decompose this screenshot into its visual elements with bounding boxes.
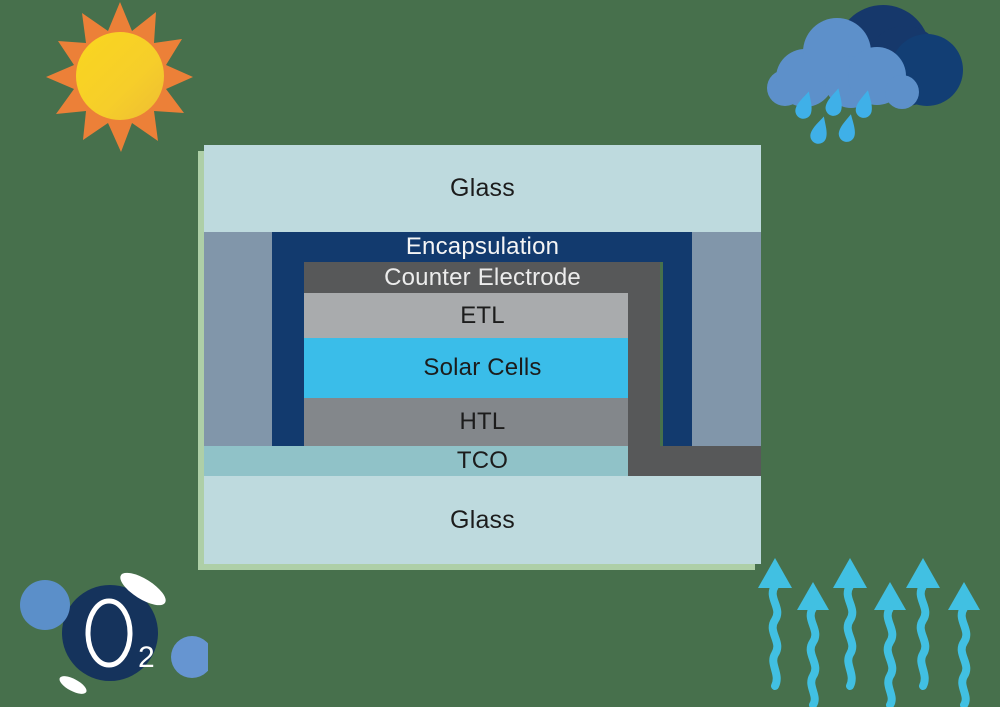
sun-icon xyxy=(46,2,193,152)
encapsulation-frame-left xyxy=(272,232,304,446)
evaporation-arrows-icon xyxy=(758,558,980,707)
layer-glass-top xyxy=(204,145,761,232)
o2-highlight-top xyxy=(120,572,166,606)
rain-drop xyxy=(825,88,842,116)
wavy-arrow xyxy=(906,558,940,690)
layer-htl xyxy=(304,398,628,446)
oxygen-molecule-icon: 2 xyxy=(20,572,208,694)
layer-solar-cells xyxy=(304,338,628,398)
wavy-arrow xyxy=(948,582,980,707)
counter-electrode-right xyxy=(628,262,660,446)
label-solar-cells: Solar Cells xyxy=(423,354,542,381)
layer-glass-bottom xyxy=(204,476,761,564)
encapsulation-frame-top xyxy=(272,232,692,262)
label-etl: ETL xyxy=(460,302,505,329)
wavy-arrow xyxy=(758,558,792,690)
wavy-arrow xyxy=(874,582,906,707)
counter-electrode-top xyxy=(304,262,660,293)
sun-core xyxy=(76,32,164,120)
rain-cloud-icon xyxy=(767,5,963,144)
rain-drop xyxy=(810,116,827,144)
label-glass-bottom: Glass xyxy=(450,506,515,534)
rain-drop xyxy=(855,90,872,118)
side-band-left xyxy=(204,232,272,446)
o2-small-sphere-right xyxy=(171,636,208,678)
label-glass-top: Glass xyxy=(450,174,515,202)
layer-etl xyxy=(304,293,628,338)
o2-symbol-subscript: 2 xyxy=(138,641,155,674)
label-htl: HTL xyxy=(459,408,506,435)
cloud-front xyxy=(767,18,919,109)
encapsulation-frame-right xyxy=(663,232,692,446)
solar-cell-stack-diagram: Glass Encapsulation Counter Electrode ET… xyxy=(204,145,761,564)
wavy-arrow xyxy=(797,582,829,707)
rain-drop xyxy=(795,91,812,119)
rain-drop xyxy=(838,114,855,142)
o2-sphere xyxy=(62,585,158,681)
side-band-right xyxy=(692,232,761,446)
layer-tco xyxy=(204,446,628,476)
label-encapsulation: Encapsulation xyxy=(405,233,560,260)
wavy-arrow xyxy=(833,558,867,690)
label-counter-electrode: Counter Electrode xyxy=(384,264,581,291)
o2-symbol-o xyxy=(85,598,133,668)
rain-drops xyxy=(795,88,872,144)
counter-electrode-contact xyxy=(628,446,761,476)
o2-highlight-bottom xyxy=(59,676,87,694)
label-tco: TCO xyxy=(456,447,509,474)
o2-small-sphere-left xyxy=(20,580,70,630)
